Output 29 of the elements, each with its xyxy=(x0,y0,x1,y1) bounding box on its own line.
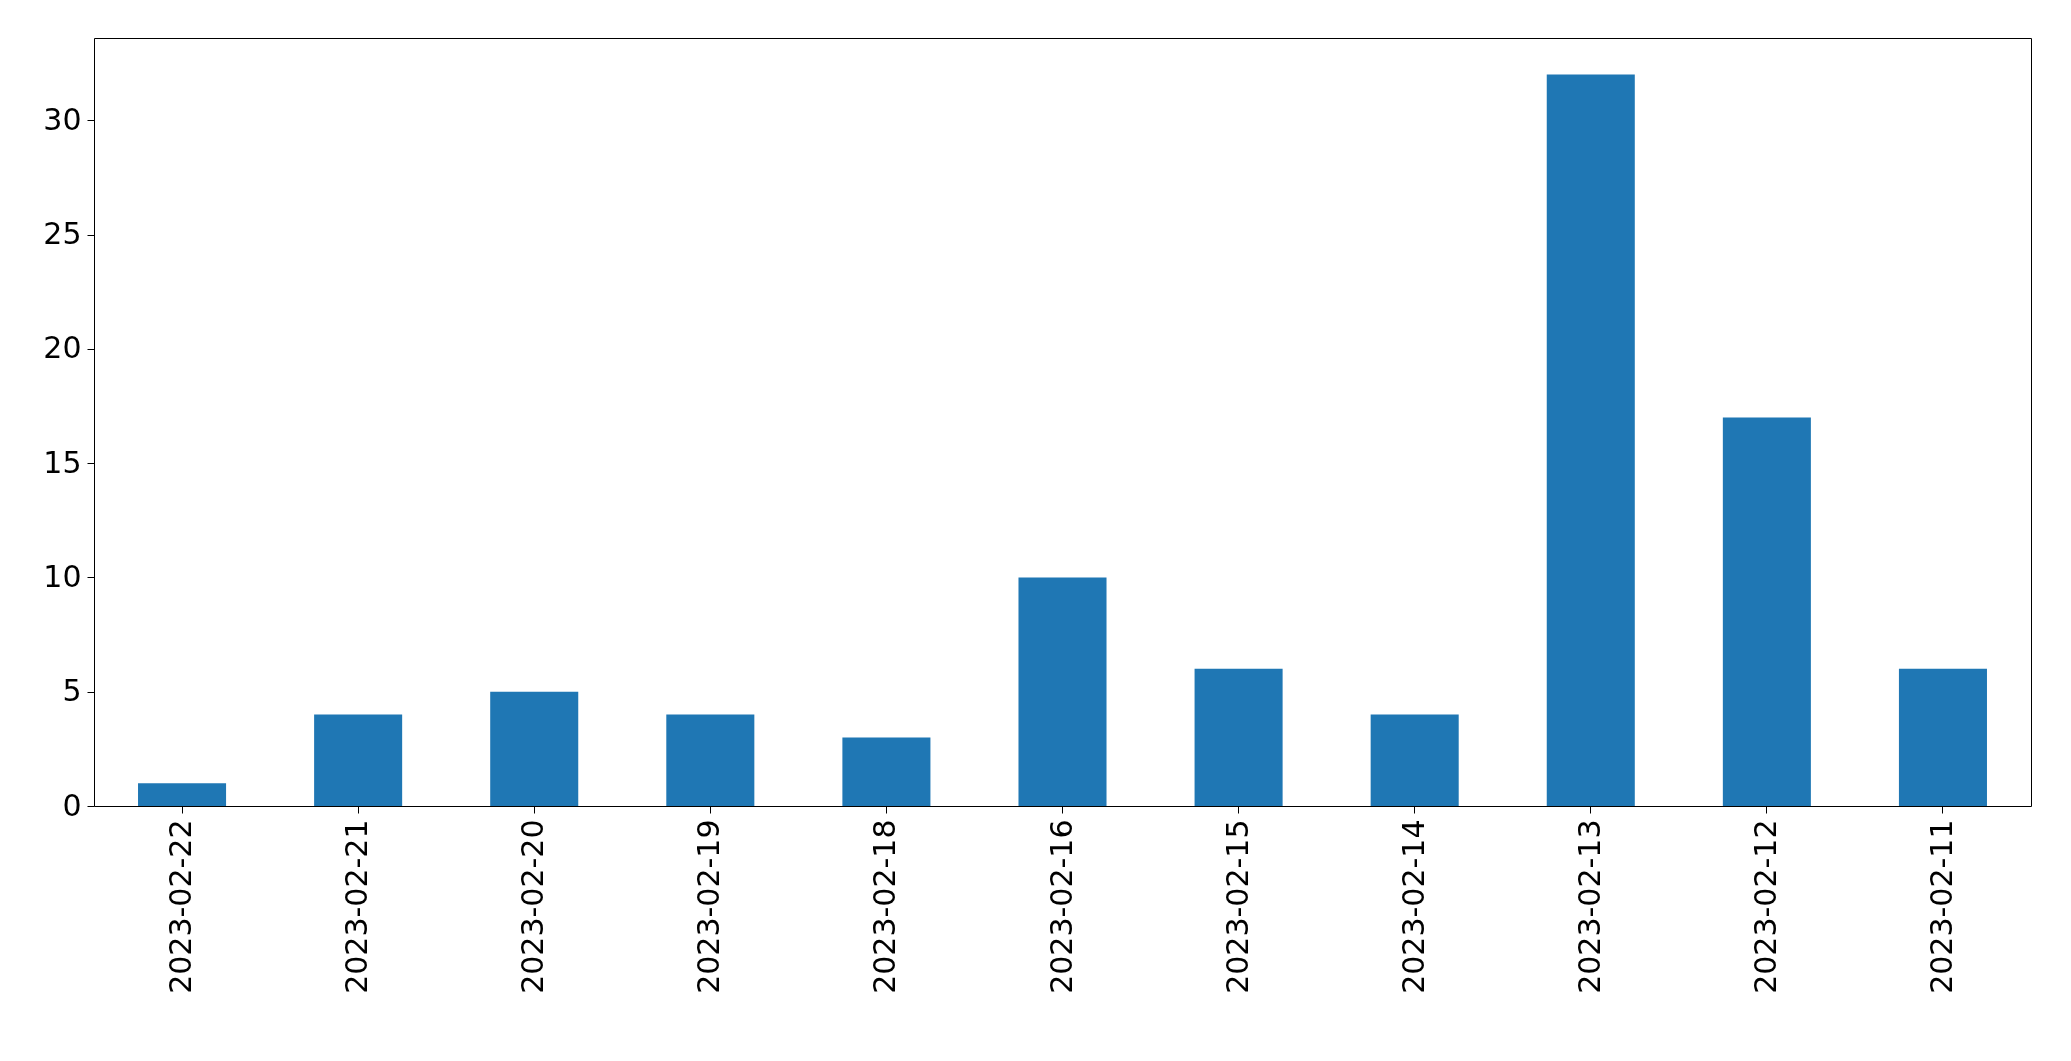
bar xyxy=(1194,668,1283,806)
x-tick-label: 2023-02-15 xyxy=(1219,819,1255,994)
x-tick-label: 2023-02-16 xyxy=(1043,819,1079,994)
x-tick-label: 2023-02-22 xyxy=(163,819,199,994)
y-tick-label: 30 xyxy=(43,101,82,137)
bar xyxy=(490,691,579,806)
bar xyxy=(1898,668,1987,806)
bar xyxy=(842,737,931,806)
x-tick-label: 2023-02-19 xyxy=(691,819,727,994)
y-tick-label: 20 xyxy=(43,330,82,366)
x-tick-label: 2023-02-13 xyxy=(1571,819,1607,994)
x-tick-label: 2023-02-14 xyxy=(1395,819,1431,994)
y-tick-label: 25 xyxy=(43,216,82,252)
bar xyxy=(1722,417,1811,806)
y-tick-label: 15 xyxy=(43,444,82,480)
bar xyxy=(138,783,227,806)
bar xyxy=(1370,714,1459,806)
x-tick-label: 2023-02-11 xyxy=(1923,819,1959,994)
x-tick-label: 2023-02-18 xyxy=(867,819,903,994)
bar xyxy=(314,714,403,806)
bar xyxy=(1546,74,1635,806)
y-tick-label: 0 xyxy=(62,787,82,823)
x-tick-label: 2023-02-20 xyxy=(515,819,551,994)
x-tick-label: 2023-02-12 xyxy=(1747,819,1783,994)
y-tick-label: 5 xyxy=(62,673,82,709)
x-tick-label: 2023-02-21 xyxy=(339,819,375,994)
y-tick-label: 10 xyxy=(43,558,82,594)
bar xyxy=(666,714,755,806)
bar xyxy=(1018,577,1107,806)
